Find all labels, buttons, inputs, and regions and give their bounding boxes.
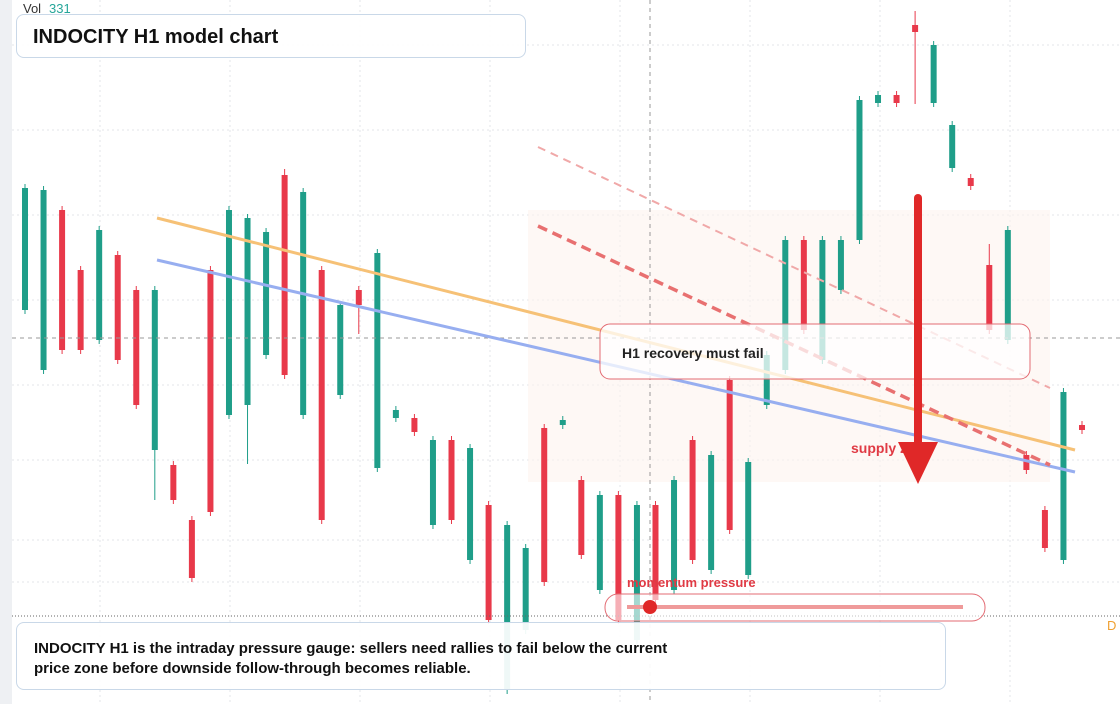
gauge-label: momentum pressure <box>627 575 756 590</box>
candle-body <box>429 440 436 525</box>
candles <box>22 11 1085 694</box>
candle-body <box>856 100 863 240</box>
annotation-text: H1 recovery must fail <box>622 345 764 361</box>
candle-body <box>633 505 640 640</box>
candle-body <box>263 232 270 355</box>
candle-body <box>800 240 807 330</box>
candle-body <box>671 480 678 590</box>
dashed-line <box>537 224 1051 467</box>
candle-body <box>392 410 399 418</box>
candle-body <box>244 218 251 405</box>
candle-body <box>318 270 325 520</box>
candle-body <box>114 255 121 360</box>
candle-body <box>893 95 900 103</box>
candle-body <box>59 210 66 350</box>
dashed-line-light <box>537 146 1051 389</box>
candle-body <box>188 520 195 578</box>
candle-body <box>967 178 974 186</box>
vol-value: 331 <box>49 1 71 16</box>
vol-label: Vol <box>23 1 41 16</box>
candle-body <box>281 175 288 375</box>
candle-body <box>559 420 566 425</box>
candle-body <box>300 192 307 415</box>
candle-body <box>207 270 214 512</box>
candle-body <box>1004 230 1011 340</box>
candle-body <box>1023 455 1030 470</box>
arrow-head <box>898 442 938 484</box>
candle-body <box>689 440 696 560</box>
candle-body <box>448 440 455 520</box>
candle-body <box>875 95 882 103</box>
caption: INDOCITY H1 is the intraday pressure gau… <box>34 640 668 677</box>
candle-body <box>151 290 158 450</box>
gauge-knob <box>643 600 657 614</box>
candle-body <box>652 505 659 600</box>
candle-body <box>467 448 474 560</box>
candle-body <box>726 380 733 530</box>
candle-body <box>1060 392 1067 560</box>
candle-body <box>337 305 344 395</box>
candle-body <box>745 462 752 575</box>
candle-body <box>541 428 548 582</box>
candle-body <box>170 465 177 500</box>
candle-body <box>522 548 529 630</box>
title-box: INDOCITY H1 model chart <box>16 14 526 58</box>
candle-body <box>949 125 956 168</box>
candle-body <box>77 270 84 350</box>
candle-body <box>374 253 381 468</box>
candle-body <box>133 290 140 405</box>
caption-box: INDOCITY H1 is the intraday pressure gau… <box>16 622 946 690</box>
title: INDOCITY H1 model chart <box>33 26 279 48</box>
candle-body <box>504 525 511 690</box>
candle-body <box>930 45 937 103</box>
candle-body <box>912 25 919 32</box>
candle-body <box>40 190 47 370</box>
candle-body <box>485 505 492 620</box>
left-strip <box>0 0 12 704</box>
candle-body <box>225 210 232 415</box>
annotation-box <box>599 323 1031 380</box>
candle-body <box>355 290 362 305</box>
candle-body <box>708 455 715 570</box>
candle-body <box>578 480 585 555</box>
candle-body <box>782 240 789 370</box>
candle-body <box>596 495 603 590</box>
edge-label: D <box>1107 618 1116 633</box>
candle-body <box>986 265 993 330</box>
candle-body <box>763 355 770 405</box>
candle-body <box>22 188 28 310</box>
candle-body <box>1041 510 1048 548</box>
candle-body <box>615 495 622 620</box>
candle-body <box>819 240 826 360</box>
candle-body <box>1079 425 1085 430</box>
candle-body <box>837 240 844 290</box>
candle-body <box>96 230 103 340</box>
candle-body <box>411 418 418 432</box>
